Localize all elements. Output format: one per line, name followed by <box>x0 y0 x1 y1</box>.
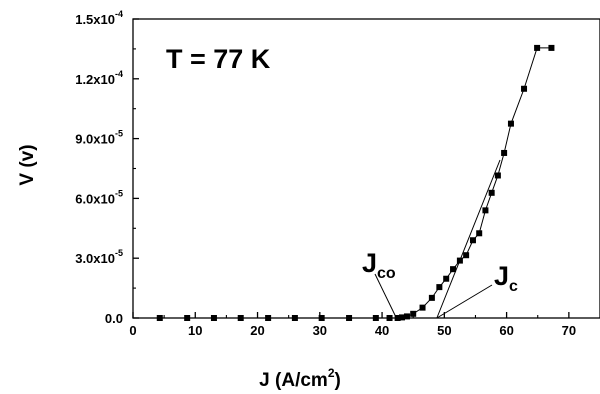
x-tick-label: 0 <box>129 323 136 338</box>
data-point <box>210 315 217 321</box>
y-tick-label: 9.0x10-5 <box>75 129 123 147</box>
y-tick-label-exp: -4 <box>115 69 123 79</box>
jc-label-main: J <box>494 261 509 291</box>
jc-label-sub: c <box>509 278 518 295</box>
annotations <box>374 159 501 319</box>
data-point <box>394 315 401 321</box>
data-point <box>548 44 555 51</box>
x-axis-title-main: J (A/cm <box>259 370 328 391</box>
y-tick-label-base: 3.0x10 <box>75 251 115 266</box>
jco-pointer-line <box>374 273 397 319</box>
jc-tangent-line <box>436 159 501 319</box>
data-point <box>482 207 489 214</box>
y-tick-label-base: 1.5x10 <box>75 12 115 27</box>
data-point <box>156 315 163 321</box>
data-point <box>318 315 325 321</box>
y-tick-label-exp: -5 <box>115 129 123 139</box>
data-series <box>156 44 555 321</box>
data-point <box>521 85 528 92</box>
series-line <box>159 47 552 319</box>
data-point <box>372 315 379 321</box>
data-point <box>403 313 410 320</box>
axis-ticks: 0 10 20 30 40 50 60 700.03.0x10-56.0x10-59.0x10… <box>75 9 576 338</box>
data-point <box>469 237 476 244</box>
y-tick-label-exp: -5 <box>115 188 123 198</box>
data-point <box>398 314 405 321</box>
data-point <box>476 230 483 237</box>
x-tick-label: 40 <box>375 323 389 338</box>
y-tick-label-base: 1.2x10 <box>75 72 115 87</box>
y-tick-label-base: 6.0x10 <box>75 191 115 206</box>
data-point <box>488 189 495 196</box>
y-axis-title: V (v) <box>17 144 38 185</box>
data-point <box>507 120 514 127</box>
data-point <box>265 315 272 321</box>
y-tick-label: 1.2x10-4 <box>75 69 123 87</box>
data-point <box>428 294 435 301</box>
jc-pointer-line <box>436 284 493 319</box>
data-point <box>291 315 298 321</box>
data-point <box>450 266 457 273</box>
data-point <box>386 315 393 321</box>
jco-label-sub: co <box>377 265 396 282</box>
y-tick-label: 6.0x10-5 <box>75 188 123 206</box>
y-tick-label-exp: -5 <box>115 248 123 258</box>
x-tick-label: 60 <box>499 323 513 338</box>
x-axis-title-sup: 2 <box>328 366 335 380</box>
x-tick-label: 50 <box>437 323 451 338</box>
y-tick-label-exp: -4 <box>115 9 123 19</box>
x-axis-title: J (A/cm2) <box>259 366 341 391</box>
data-point <box>501 149 508 156</box>
y-tick-label: 1.5x10-4 <box>75 9 123 27</box>
data-point <box>463 252 470 259</box>
data-point <box>419 304 426 311</box>
x-tick-label: 20 <box>250 323 264 338</box>
x-axis-title-tail: ) <box>335 370 341 391</box>
data-point <box>237 315 244 321</box>
y-tick-label-base: 0.0 <box>105 311 123 326</box>
data-point <box>346 315 353 321</box>
x-tick-label: 30 <box>313 323 327 338</box>
data-point <box>534 44 541 51</box>
data-point <box>436 284 443 291</box>
data-point <box>410 310 417 317</box>
jc-label: Jc <box>494 261 518 295</box>
data-point <box>184 315 191 321</box>
x-tick-label: 70 <box>562 323 576 338</box>
x-tick-label: 10 <box>188 323 202 338</box>
y-tick-label: 3.0x10-5 <box>75 248 123 266</box>
y-tick-label-base: 9.0x10 <box>75 132 115 147</box>
data-point <box>494 172 501 179</box>
data-point <box>443 275 450 282</box>
temperature-label: T = 77 K <box>166 44 271 74</box>
jco-label: Jco <box>362 248 396 282</box>
y-tick-label: 0.0 <box>105 311 123 326</box>
jco-label-main: J <box>362 248 377 278</box>
